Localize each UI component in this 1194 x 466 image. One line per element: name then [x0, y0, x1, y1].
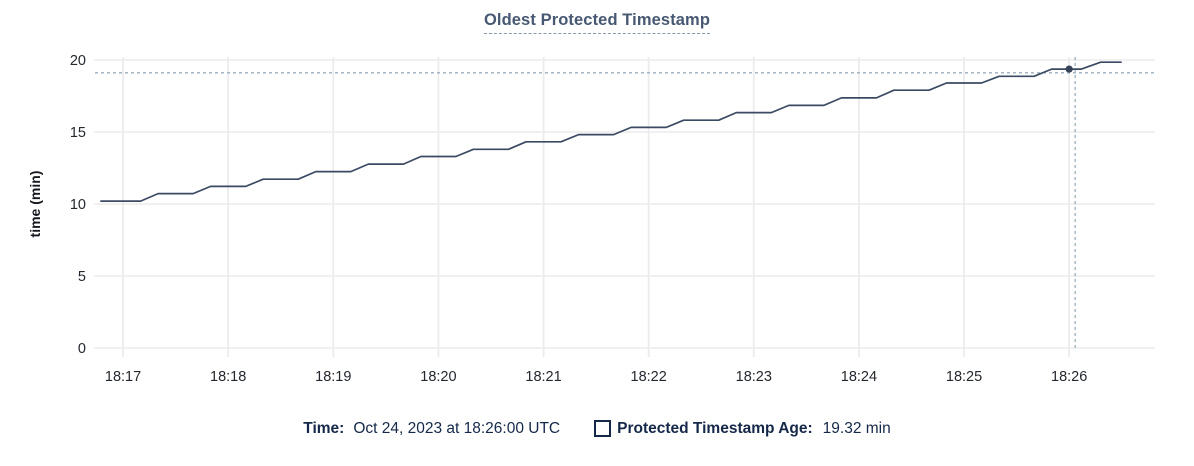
y-axis-label: time (min): [27, 170, 43, 238]
y-tick-label: 20: [70, 53, 86, 69]
y-tick-label: 5: [78, 269, 86, 285]
x-tick-label: 18:19: [315, 369, 351, 385]
x-tick-label: 18:23: [736, 369, 772, 385]
x-tick-label: 18:22: [631, 369, 667, 385]
x-tick-label: 18:26: [1051, 369, 1087, 385]
hover-point-dot: [1065, 65, 1073, 73]
x-axis-grid: 18:17 18:18 18:19 18:20 18:21 18:22 18:23 18:24…: [105, 57, 1087, 385]
chart-title-row: Oldest Protected Timestamp: [0, 11, 1194, 34]
x-tick-label: 18:24: [841, 369, 877, 385]
legend-series-value: 19.32 min: [822, 420, 891, 437]
x-tick-label: 18:20: [420, 369, 456, 385]
legend-series-checkbox-icon[interactable]: [594, 420, 612, 437]
legend-time-value: Oct 24, 2023 at 18:26:00 UTC: [353, 420, 561, 437]
chart-legend: Time: Oct 24, 2023 at 18:26:00 UTC Prote…: [0, 419, 1194, 438]
x-tick-label: 18:25: [946, 369, 982, 385]
series-line: [100, 61, 1122, 202]
y-axis-grid: 0 5 10 15 20: [70, 53, 1155, 357]
x-tick-label: 18:17: [105, 369, 141, 385]
legend-series-label: Protected Timestamp Age:: [617, 420, 813, 437]
y-tick-label: 15: [70, 125, 86, 141]
x-tick-label: 18:21: [525, 369, 561, 385]
chart-title[interactable]: Oldest Protected Timestamp: [483, 11, 711, 34]
y-tick-label: 10: [70, 197, 86, 213]
x-tick-label: 18:18: [210, 369, 246, 385]
y-tick-label: 0: [78, 341, 86, 357]
legend-time-label: Time:: [303, 420, 345, 437]
